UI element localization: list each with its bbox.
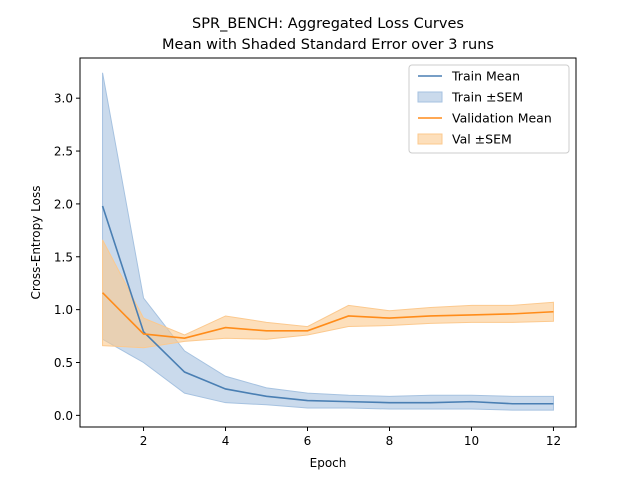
x-tick-label: 8 [386, 434, 394, 448]
x-tick-label: 6 [304, 434, 312, 448]
legend-label: Validation Mean [452, 111, 552, 126]
y-tick-label: 2.0 [54, 197, 73, 211]
plot-frame [79, 57, 577, 428]
band-1 [102, 239, 554, 349]
legend-swatch-band [417, 91, 443, 103]
y-tick-label: 1.5 [54, 250, 73, 264]
x-axis-label: Epoch [310, 456, 347, 470]
legend-label: Train ±SEM [451, 90, 523, 105]
legend: Train Mean Train ±SEM Validation Mean Val ±… [408, 64, 570, 154]
y-axis-ticks: 0.0 0.5 1.0 1.5 2.0 2.5 3.0 [54, 92, 80, 423]
y-tick-label: 0.0 [54, 409, 73, 423]
y-axis-label: Cross-Entropy Loss [29, 186, 43, 300]
x-tick-label: 4 [222, 434, 230, 448]
chart-title: SPR_BENCH: Aggregated Loss Curves [192, 16, 464, 32]
x-tick-label: 2 [140, 434, 148, 448]
legend-label: Val ±SEM [452, 132, 512, 147]
legend-label: Train Mean [451, 69, 520, 84]
legend-swatch-band [417, 133, 443, 145]
x-tick-label: 12 [546, 434, 561, 448]
y-tick-label: 0.5 [54, 356, 73, 370]
legend-frame [408, 64, 570, 154]
y-tick-label: 3.0 [54, 92, 73, 106]
y-tick-label: 2.5 [54, 145, 73, 159]
line-0 [101, 205, 554, 405]
x-axis-ticks: 2 4 6 8 10 12 [140, 427, 561, 448]
mean-lines [101, 205, 554, 405]
y-tick-label: 1.0 [54, 303, 73, 317]
x-tick-label: 10 [464, 434, 479, 448]
sem-bands [102, 72, 554, 411]
chart-subtitle: Mean with Shaded Standard Error over 3 r… [162, 37, 494, 53]
band-0 [102, 72, 554, 411]
line-1 [101, 292, 554, 340]
